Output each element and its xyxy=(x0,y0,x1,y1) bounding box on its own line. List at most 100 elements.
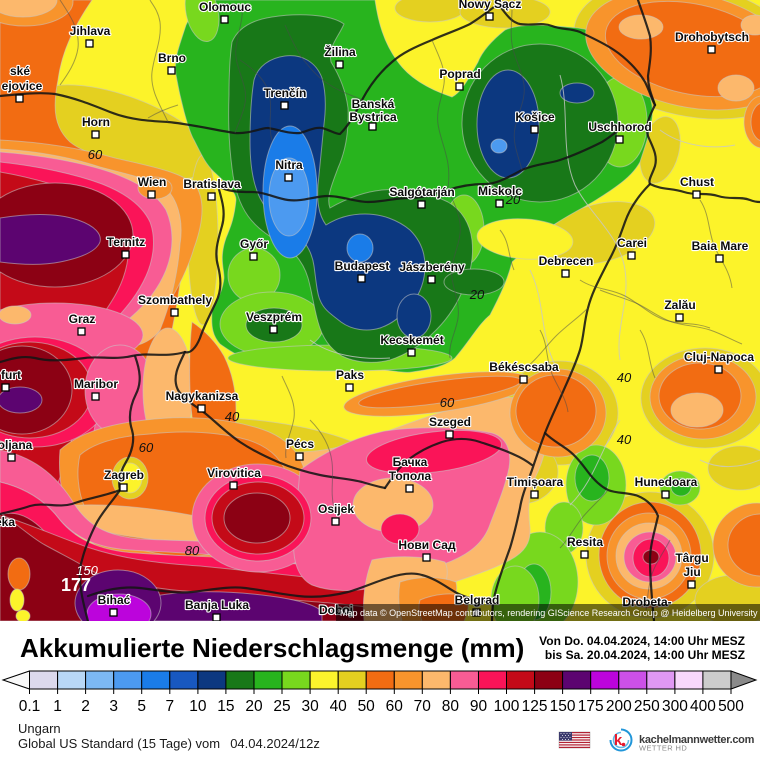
svg-text:k: k xyxy=(614,732,623,749)
svg-text:Ungarn: Ungarn xyxy=(18,721,61,736)
svg-text:Poprad: Poprad xyxy=(439,67,480,81)
svg-text:Olomouc: Olomouc xyxy=(199,0,251,14)
svg-text:0.1: 0.1 xyxy=(19,698,41,715)
svg-text:Carei: Carei xyxy=(617,236,647,250)
svg-text:Salgótarján: Salgótarján xyxy=(389,185,454,199)
svg-text:Maribor: Maribor xyxy=(74,377,118,391)
svg-text:1: 1 xyxy=(53,698,62,715)
svg-text:Târgu: Târgu xyxy=(675,551,708,565)
svg-text:20: 20 xyxy=(505,192,521,207)
svg-text:Timișoara: Timișoara xyxy=(507,475,564,489)
svg-text:Budapest: Budapest xyxy=(335,259,390,273)
svg-text:Hunedoara: Hunedoara xyxy=(635,475,698,489)
svg-text:Debrecen: Debrecen xyxy=(539,254,594,268)
svg-text:15: 15 xyxy=(217,698,234,715)
svg-text:100: 100 xyxy=(494,698,520,715)
svg-text:Miskolc: Miskolc xyxy=(478,184,522,198)
svg-text:Baia Mare: Baia Mare xyxy=(692,239,749,253)
svg-text:Veszprém: Veszprém xyxy=(246,310,302,324)
svg-text:Nagykanizsa: Nagykanizsa xyxy=(166,389,239,403)
svg-text:40: 40 xyxy=(330,698,348,715)
svg-text:Košice: Košice xyxy=(515,110,555,124)
svg-text:30: 30 xyxy=(301,698,319,715)
svg-text:25: 25 xyxy=(273,698,290,715)
svg-text:Bystrica: Bystrica xyxy=(349,110,397,124)
svg-text:60: 60 xyxy=(88,147,103,162)
svg-text:Cluj-Napoca: Cluj-Napoca xyxy=(684,350,754,364)
svg-text:150: 150 xyxy=(76,563,98,578)
svg-text:40: 40 xyxy=(617,370,632,385)
svg-text:Топола: Топола xyxy=(389,469,432,483)
svg-text:Resita: Resita xyxy=(567,535,603,549)
svg-text:Győr: Győr xyxy=(240,237,268,251)
svg-text:177: 177 xyxy=(61,575,91,595)
svg-text:kachelmannwetter.com: kachelmannwetter.com xyxy=(639,734,755,746)
svg-text:oljana: oljana xyxy=(0,438,33,452)
svg-text:20: 20 xyxy=(469,287,485,302)
svg-text:Banja Luka: Banja Luka xyxy=(185,598,249,612)
svg-text:150: 150 xyxy=(550,698,576,715)
svg-text:Békéscsaba: Békéscsaba xyxy=(489,360,559,374)
svg-text:70: 70 xyxy=(414,698,432,715)
svg-text:10: 10 xyxy=(189,698,207,715)
svg-text:2: 2 xyxy=(81,698,90,715)
svg-text:Brno: Brno xyxy=(158,51,186,65)
svg-text:Bratislava: Bratislava xyxy=(183,177,241,191)
svg-text:7: 7 xyxy=(165,698,174,715)
svg-text:Zalău: Zalău xyxy=(664,298,695,312)
svg-text:250: 250 xyxy=(634,698,660,715)
svg-text:125: 125 xyxy=(522,698,548,715)
svg-text:200: 200 xyxy=(606,698,632,715)
svg-text:60: 60 xyxy=(386,698,404,715)
svg-text:Wien: Wien xyxy=(138,175,167,189)
svg-text:3: 3 xyxy=(109,698,118,715)
svg-text:40: 40 xyxy=(617,432,632,447)
svg-text:eka: eka xyxy=(0,515,15,529)
svg-text:Kecskemét: Kecskemét xyxy=(380,333,443,347)
svg-text:Jászberény: Jászberény xyxy=(399,260,465,274)
svg-text:Osijek: Osijek xyxy=(318,502,354,516)
svg-text:Banská: Banská xyxy=(352,97,395,111)
svg-text:Graz: Graz xyxy=(69,312,96,326)
svg-text:Jihlava: Jihlava xyxy=(70,24,111,38)
svg-text:Von Do. 04.04.2024, 14:00 Uhr: Von Do. 04.04.2024, 14:00 Uhr MESZ xyxy=(539,634,745,648)
svg-text:Trenčín: Trenčín xyxy=(264,86,307,100)
svg-text:Virovitica: Virovitica xyxy=(207,466,261,480)
svg-text:Zagreb: Zagreb xyxy=(104,468,144,482)
svg-text:60: 60 xyxy=(440,395,455,410)
svg-text:Global US Standard (15 Tage) v: Global US Standard (15 Tage) vom 04.04.2… xyxy=(18,736,320,751)
svg-text:Нови Сад: Нови Сад xyxy=(398,538,456,552)
svg-text:Žilina: Žilina xyxy=(324,44,356,59)
svg-text:80: 80 xyxy=(442,698,460,715)
svg-text:50: 50 xyxy=(358,698,376,715)
svg-text:60: 60 xyxy=(139,440,154,455)
svg-text:Drohobytsch: Drohobytsch xyxy=(675,30,749,44)
svg-text:Uschhorod: Uschhorod xyxy=(588,120,651,134)
svg-text:Paks: Paks xyxy=(336,368,364,382)
svg-text:175: 175 xyxy=(578,698,604,715)
svg-text:40: 40 xyxy=(225,409,240,424)
svg-text:Jiu: Jiu xyxy=(683,565,700,579)
svg-text:Szeged: Szeged xyxy=(429,415,471,429)
svg-text:Horn: Horn xyxy=(82,115,110,129)
svg-text:Chust: Chust xyxy=(680,175,714,189)
svg-text:Szombathely: Szombathely xyxy=(138,293,212,307)
svg-text:Akkumulierte Niederschlagsmeng: Akkumulierte Niederschlagsmenge (mm) xyxy=(20,633,524,663)
svg-text:80: 80 xyxy=(185,543,200,558)
svg-text:bis Sa. 20.04.2024, 14:00 Uhr: bis Sa. 20.04.2024, 14:00 Uhr MESZ xyxy=(545,648,745,662)
svg-text:Bihać: Bihać xyxy=(98,593,131,607)
svg-text:5: 5 xyxy=(137,698,146,715)
svg-text:ské: ské xyxy=(10,64,30,78)
svg-text:90: 90 xyxy=(470,698,488,715)
svg-text:20: 20 xyxy=(245,698,263,715)
svg-text:Ternitz: Ternitz xyxy=(107,235,145,249)
svg-text:Nitra: Nitra xyxy=(275,158,303,172)
svg-text:Pécs: Pécs xyxy=(286,437,314,451)
svg-text:WETTER HD: WETTER HD xyxy=(639,744,687,753)
svg-text:furt: furt xyxy=(1,368,21,382)
svg-text:ejovice: ejovice xyxy=(2,79,43,93)
svg-text:Nowy Sącz: Nowy Sącz xyxy=(459,0,522,11)
svg-text:Map data © OpenStreetMap contr: Map data © OpenStreetMap contributors, r… xyxy=(340,608,758,618)
svg-text:500: 500 xyxy=(718,698,744,715)
svg-text:300: 300 xyxy=(662,698,688,715)
